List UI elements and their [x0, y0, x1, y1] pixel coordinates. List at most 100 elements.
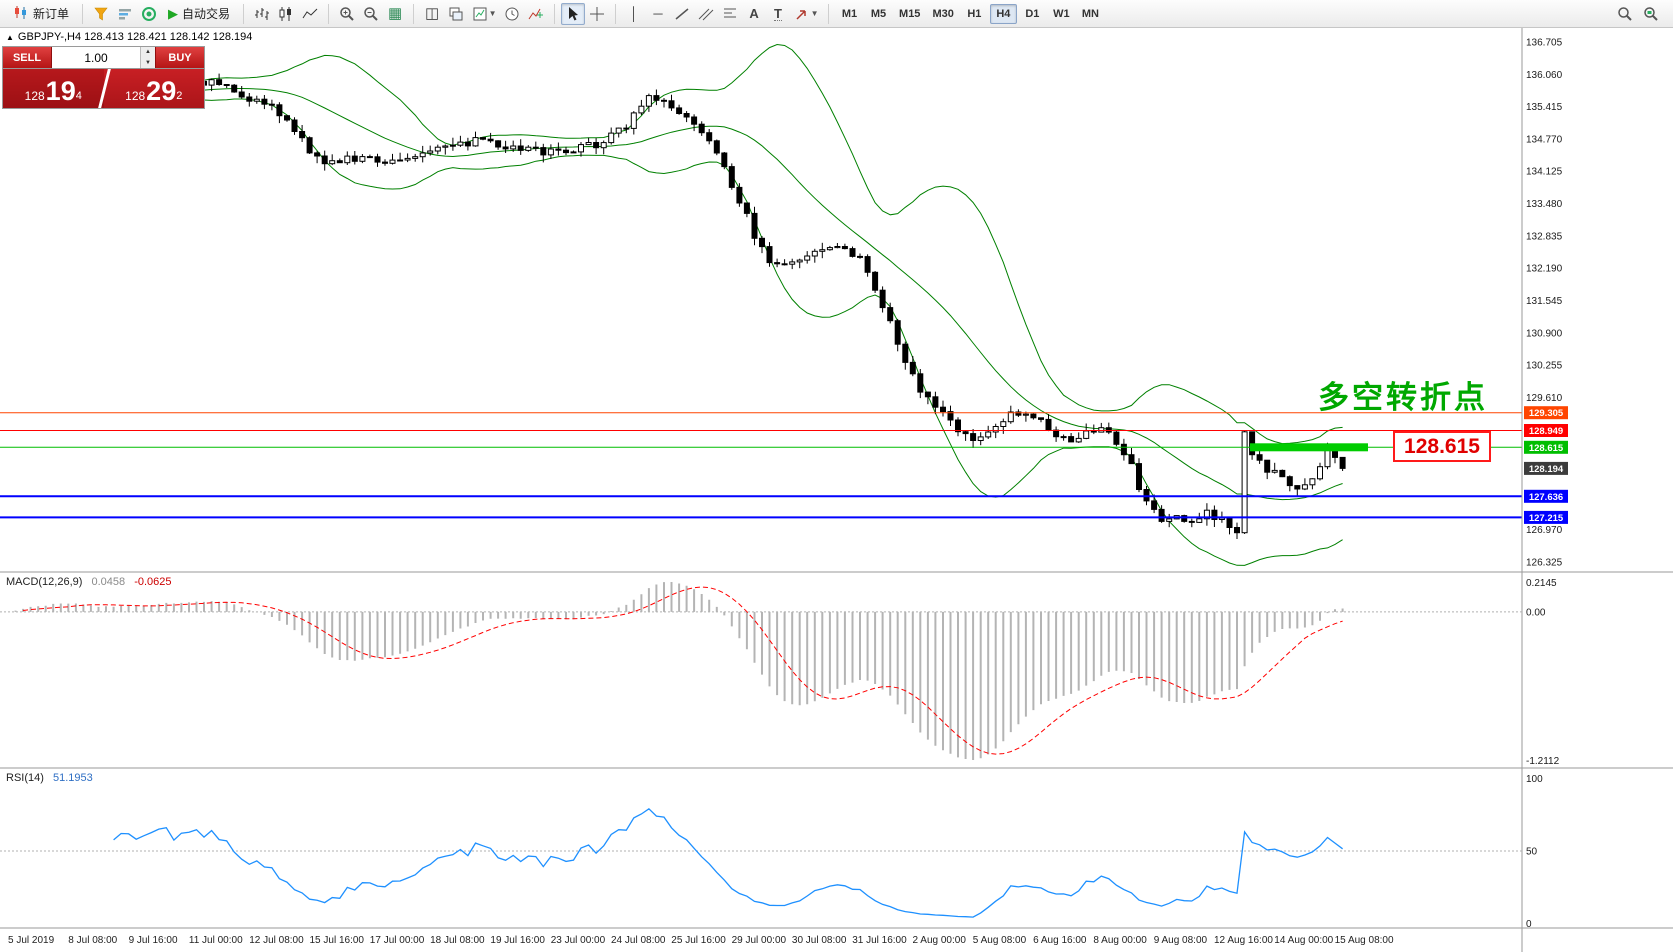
svg-text:126.970: 126.970	[1526, 525, 1563, 536]
volume-up-button[interactable]: ▲	[141, 47, 155, 58]
trendline-icon[interactable]	[670, 3, 694, 25]
text-label-icon[interactable]: T	[774, 5, 782, 21]
svg-text:135.415: 135.415	[1526, 102, 1563, 113]
svg-text:129.305: 129.305	[1529, 408, 1564, 419]
buy-price-big: 29	[146, 76, 177, 107]
macd-name: MACD(12,26,9)	[6, 576, 83, 588]
profiles-clock-icon[interactable]	[500, 3, 524, 25]
svg-text:126.325: 126.325	[1526, 558, 1563, 569]
svg-text:-1.2112: -1.2112	[1526, 756, 1560, 767]
timeframe-m1[interactable]: M1	[841, 7, 858, 20]
timeframe-m5[interactable]: M5	[870, 7, 887, 20]
svg-text:29 Jul 00:00: 29 Jul 00:00	[732, 935, 787, 946]
symbol-ohlc-text: GBPJPY-,H4 128.413 128.421 128.142 128.1…	[17, 31, 253, 43]
fibonacci-icon[interactable]	[718, 3, 742, 25]
mql5-funnel-icon[interactable]	[89, 3, 113, 25]
vertical-line-icon[interactable]: │	[629, 6, 639, 21]
bars-chart-icon[interactable]	[250, 3, 274, 25]
svg-text:31 Jul 16:00: 31 Jul 16:00	[852, 935, 907, 946]
one-click-trade-panel: SELL 1.00 ▲ ▼ BUY 128 19 4 128 29 2	[2, 46, 205, 109]
new-order-icon	[13, 4, 29, 23]
svg-text:50: 50	[1526, 847, 1538, 858]
chart-marker-icon: ▲	[6, 32, 14, 42]
tile-windows-icon[interactable]: ◫	[424, 5, 440, 22]
timeframe-d1[interactable]: D1	[1025, 7, 1040, 20]
svg-text:127.215: 127.215	[1529, 513, 1564, 524]
price-callout-box[interactable]: 128.615	[1393, 431, 1491, 462]
svg-text:136.060: 136.060	[1526, 70, 1563, 81]
svg-text:23 Jul 00:00: 23 Jul 00:00	[551, 935, 606, 946]
grid-icon[interactable]: ▦	[387, 5, 403, 22]
svg-text:6 Aug 16:00: 6 Aug 16:00	[1033, 935, 1087, 946]
svg-text:5 Jul 2019: 5 Jul 2019	[8, 935, 55, 946]
svg-text:0: 0	[1526, 919, 1532, 930]
timeframe-w1[interactable]: W1	[1053, 7, 1070, 20]
svg-text:18 Jul 08:00: 18 Jul 08:00	[430, 935, 485, 946]
zoom-in-icon[interactable]	[335, 3, 359, 25]
buy-price-button[interactable]: 128 29 2	[103, 69, 204, 108]
cascade-windows-icon[interactable]	[444, 3, 468, 25]
svg-text:134.770: 134.770	[1526, 134, 1563, 145]
buy-price-main: 128	[125, 89, 146, 103]
svg-text:11 Jul 00:00: 11 Jul 00:00	[189, 935, 243, 946]
new-order-button[interactable]: 新订单	[6, 3, 76, 25]
svg-text:129.610: 129.610	[1526, 393, 1563, 404]
svg-text:24 Jul 08:00: 24 Jul 08:00	[611, 935, 666, 946]
sell-button[interactable]: SELL	[3, 47, 52, 68]
cursor-icon[interactable]	[561, 2, 586, 25]
timeframe-group: M1 M5 M15 M30 H1 H4 D1 W1 MN	[833, 0, 1107, 28]
volume-down-button[interactable]: ▼	[141, 57, 155, 68]
autotrading-label: 自动交易	[182, 7, 231, 21]
horizontal-line-icon[interactable]: ─	[653, 6, 663, 21]
svg-text:8 Aug 00:00: 8 Aug 00:00	[1093, 935, 1147, 946]
svg-text:15 Aug 08:00: 15 Aug 08:00	[1335, 935, 1394, 946]
svg-text:14 Aug 00:00: 14 Aug 00:00	[1274, 935, 1333, 946]
svg-text:128.949: 128.949	[1529, 426, 1563, 437]
market-depth-icon[interactable]	[113, 3, 137, 25]
community-icon[interactable]	[137, 3, 161, 25]
autotrading-button[interactable]: ▶ 自动交易	[161, 3, 237, 25]
rsi-indicator-label: RSI(14) 51.1953	[6, 772, 93, 784]
svg-text:130.255: 130.255	[1526, 361, 1563, 372]
zoom-out-icon[interactable]	[359, 3, 383, 25]
volume-input[interactable]: 1.00	[84, 50, 108, 65]
rsi-value: 51.1953	[52, 772, 93, 784]
magnifier-chart-icon[interactable]	[1639, 3, 1663, 25]
magnifier-icon[interactable]	[1613, 3, 1637, 25]
line-chart-icon[interactable]	[298, 3, 322, 25]
svg-text:132.190: 132.190	[1526, 264, 1563, 275]
indicators-icon[interactable]	[524, 3, 548, 25]
svg-text:17 Jul 00:00: 17 Jul 00:00	[370, 935, 425, 946]
sell-price-sup: 4	[75, 90, 82, 102]
timeframe-m30[interactable]: M30	[932, 7, 954, 20]
pivot-annotation-text[interactable]: 多空转折点	[1318, 380, 1488, 415]
svg-text:8 Jul 08:00: 8 Jul 08:00	[68, 935, 117, 946]
macd-value-main: 0.0458	[91, 576, 126, 588]
crosshair-icon[interactable]	[585, 3, 609, 25]
sell-price-main: 128	[24, 89, 45, 103]
buy-button[interactable]: BUY	[155, 47, 204, 68]
channel-icon[interactable]	[694, 3, 718, 25]
svg-text:136.705: 136.705	[1526, 38, 1563, 49]
new-chart-icon[interactable]: ▼	[468, 3, 500, 25]
rsi-name: RSI(14)	[6, 772, 44, 784]
macd-indicator-label: MACD(12,26,9) 0.0458 -0.0625	[6, 576, 172, 588]
timeframe-h1[interactable]: H1	[967, 7, 982, 20]
svg-text:133.480: 133.480	[1526, 199, 1563, 210]
svg-text:128.194: 128.194	[1529, 464, 1564, 475]
sell-price-big: 19	[45, 76, 76, 107]
text-icon[interactable]: A	[749, 6, 759, 21]
svg-text:9 Aug 08:00: 9 Aug 08:00	[1154, 935, 1208, 946]
timeframe-mn[interactable]: MN	[1081, 7, 1099, 20]
sell-price-button[interactable]: 128 19 4	[3, 69, 104, 108]
arrows-icon[interactable]: ▼	[790, 3, 822, 25]
timeframe-m15[interactable]: M15	[899, 7, 921, 20]
toolbar: 新订单 ▶ 自动交易 ▦ ◫ ▼ │ ─	[0, 0, 1673, 28]
svg-text:12 Jul 08:00: 12 Jul 08:00	[249, 935, 304, 946]
svg-text:15 Jul 16:00: 15 Jul 16:00	[310, 935, 365, 946]
symbol-info: ▲ GBPJPY-,H4 128.413 128.421 128.142 128…	[6, 31, 252, 43]
candlestick-chart-icon[interactable]	[274, 3, 298, 25]
buy-price-sup: 2	[176, 90, 183, 102]
timeframe-h4[interactable]: H4	[989, 3, 1017, 24]
